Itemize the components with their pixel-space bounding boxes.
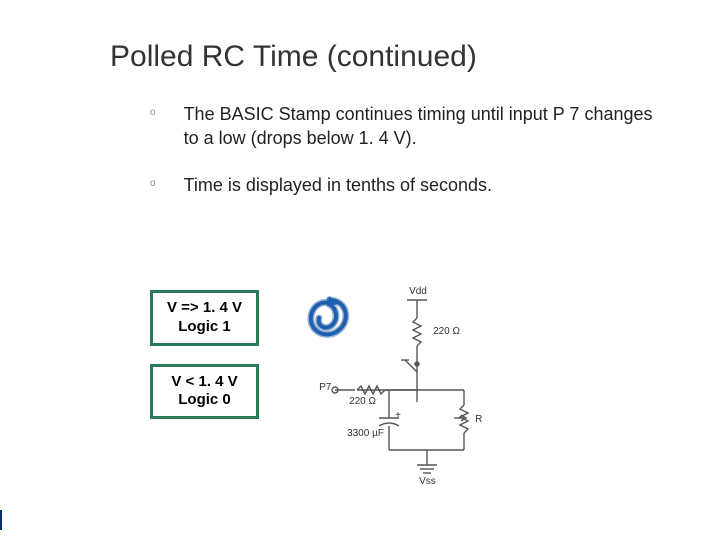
bullet-marker: o	[150, 178, 156, 189]
content-area: V => 1. 4 V Logic 1 V < 1. 4 V Logic 0	[150, 290, 519, 490]
logic-box-line1: V < 1. 4 V	[167, 373, 242, 392]
bullet-item: o Time is displayed in tenths of seconds…	[150, 173, 670, 197]
slide-title: Polled RC Time (continued)	[110, 40, 670, 74]
logic-box-line2: Logic 1	[167, 318, 242, 337]
logic-box-low: V < 1. 4 V Logic 0	[150, 364, 259, 420]
bullet-text: Time is displayed in tenths of seconds.	[184, 173, 493, 197]
bullet-marker: o	[150, 107, 156, 118]
logic-box-line1: V => 1. 4 V	[167, 299, 242, 318]
circuit-label-r-var: R	[475, 414, 482, 425]
logic-box-line2: Logic 0	[167, 391, 242, 410]
spiral-arrow-icon	[299, 290, 359, 345]
circuit-label-cap: 3300 µF	[347, 428, 384, 439]
bullet-text: The BASIC Stamp continues timing until i…	[184, 102, 664, 151]
circuit-label-p7: P7	[319, 382, 331, 393]
circuit-label-plus: +	[395, 410, 401, 421]
circuit-diagram: Vdd 220 Ω P7 220 Ω 3300 µF + R Vss	[299, 290, 519, 490]
circuit-label-r-top: 220 Ω	[433, 326, 460, 337]
circuit-label-vdd: Vdd	[409, 286, 427, 297]
logic-boxes: V => 1. 4 V Logic 1 V < 1. 4 V Logic 0	[150, 290, 259, 419]
bullet-item: o The BASIC Stamp continues timing until…	[150, 102, 670, 151]
logic-box-high: V => 1. 4 V Logic 1	[150, 290, 259, 346]
footer-accent	[0, 510, 2, 530]
circuit-label-vss: Vss	[419, 476, 436, 487]
slide: Polled RC Time (continued) o The BASIC S…	[0, 0, 720, 540]
circuit-label-r-series: 220 Ω	[349, 396, 376, 407]
